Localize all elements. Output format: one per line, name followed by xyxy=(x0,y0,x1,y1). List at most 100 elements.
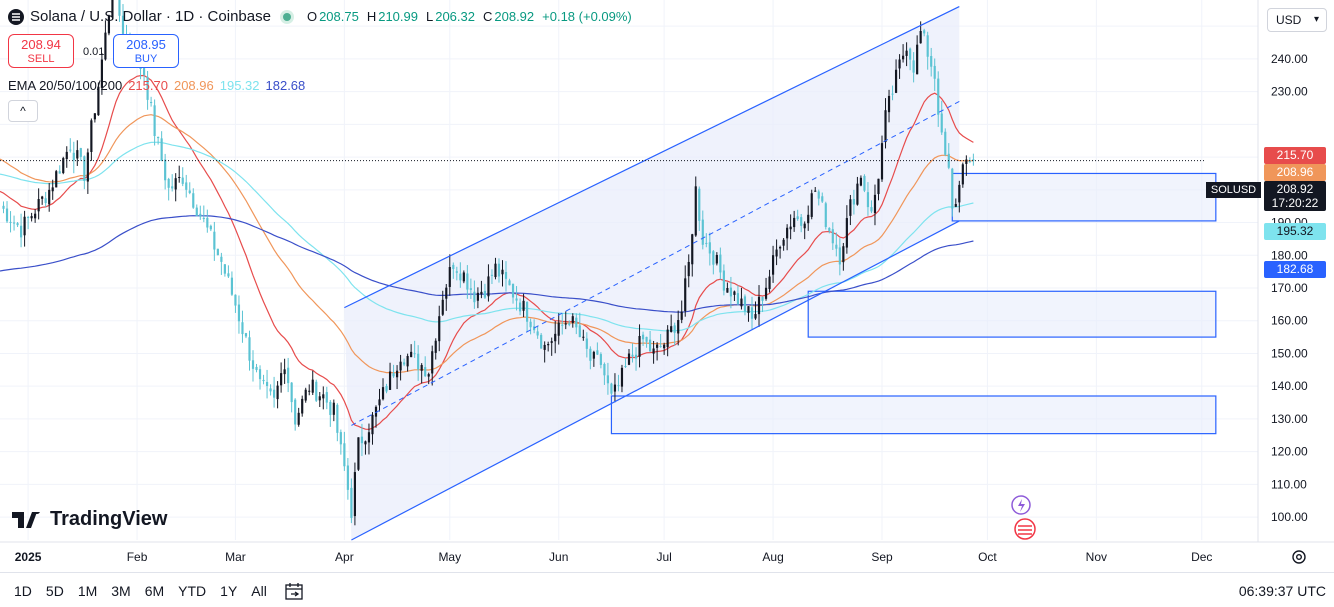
candle-body xyxy=(940,113,943,133)
candle-body xyxy=(761,296,764,301)
candle-body xyxy=(280,373,283,386)
ema-legend[interactable]: EMA 20/50/100/200 215.70 208.96 195.32 1… xyxy=(8,78,305,93)
candle-body xyxy=(919,30,922,44)
candle-body xyxy=(641,334,645,340)
symbol-title[interactable]: Solana / U.S. Dollar · 1D · Coinbase xyxy=(30,8,271,25)
chevron-up-icon: ^ xyxy=(20,104,26,118)
candle-body xyxy=(209,225,212,230)
channel-lines xyxy=(344,6,960,541)
candle-body xyxy=(294,399,297,425)
candle-body xyxy=(142,68,146,75)
candle-body xyxy=(445,287,448,299)
calendar-goto-icon[interactable] xyxy=(284,581,304,601)
y-tick-label: 230.00 xyxy=(1271,85,1308,99)
candle-body xyxy=(575,317,578,328)
candle-body xyxy=(121,15,125,34)
utc-clock[interactable]: 06:39:37 UTC xyxy=(1238,583,1326,599)
candle-body xyxy=(757,296,761,315)
candle-body xyxy=(318,396,321,401)
candle-body xyxy=(9,221,12,223)
candle-body xyxy=(164,159,167,181)
x-tick-label: Feb xyxy=(127,550,148,564)
candle-body xyxy=(884,110,887,143)
candle-body xyxy=(673,325,676,333)
candle-body xyxy=(965,159,968,164)
candle-body xyxy=(107,15,111,34)
last-price-value: 208.92 xyxy=(1276,182,1314,196)
candle-body xyxy=(255,366,258,371)
candle-body xyxy=(171,186,174,189)
range-button-ytd[interactable]: YTD xyxy=(178,583,207,599)
symbol-price-tag: SOLUSD xyxy=(1206,182,1261,198)
candle-body xyxy=(199,213,202,217)
y-tick-label: 110.00 xyxy=(1271,477,1307,491)
currency-select[interactable]: USD ▾ xyxy=(1267,8,1327,32)
x-tick-label: Oct xyxy=(978,550,997,564)
range-button-3m[interactable]: 3M xyxy=(111,583,131,599)
candle-body xyxy=(403,362,406,365)
y-tick-label: 140.00 xyxy=(1271,379,1308,393)
candle-body xyxy=(118,0,121,16)
candle-body xyxy=(733,291,736,295)
candle-body xyxy=(5,208,9,222)
candle-body xyxy=(269,388,272,392)
candle-body xyxy=(392,372,395,377)
market-status-icon xyxy=(282,12,291,21)
x-tick-label: Mar xyxy=(225,550,246,564)
candle-body xyxy=(448,267,451,287)
low-value: 206.32 xyxy=(435,9,475,24)
candle-body xyxy=(933,65,936,79)
candle-body xyxy=(835,244,838,249)
candle-body xyxy=(694,186,697,236)
candle-body xyxy=(262,379,265,382)
x-tick-label: Dec xyxy=(1191,550,1212,564)
range-button-all[interactable]: All xyxy=(251,583,267,599)
candle-body xyxy=(438,316,441,342)
range-button-5d[interactable]: 5D xyxy=(45,583,64,599)
change-value: +0.18 (+0.09%) xyxy=(542,9,632,24)
candles xyxy=(2,0,975,526)
candle-body xyxy=(311,379,314,393)
candle-body xyxy=(891,93,894,95)
candle-body xyxy=(12,222,16,224)
sell-button[interactable]: 208.94 SELL xyxy=(8,34,74,68)
tradingview-logo[interactable]: TradingView xyxy=(12,508,167,531)
support-zone xyxy=(807,290,1217,338)
candle-body xyxy=(807,214,810,224)
candle-body xyxy=(831,229,834,244)
candle-body xyxy=(157,136,160,139)
y-tick-label: 100.00 xyxy=(1271,510,1308,524)
gear-icon[interactable] xyxy=(1290,548,1308,566)
candle-body xyxy=(859,177,863,186)
x-tick-label: Apr xyxy=(335,550,354,564)
candle-body xyxy=(213,231,216,250)
l-label: L xyxy=(425,9,434,24)
candle-body xyxy=(923,30,926,34)
candle-body xyxy=(473,291,476,303)
candle-body xyxy=(789,226,792,230)
ema100-price-tag: 195.32 xyxy=(1264,223,1326,240)
candle-body xyxy=(705,242,708,244)
candle-body xyxy=(343,443,346,467)
candle-body xyxy=(301,398,304,414)
range-button-1m[interactable]: 1M xyxy=(77,583,98,599)
collapse-legend-button[interactable]: ^ xyxy=(8,100,38,122)
candle-body xyxy=(680,311,683,320)
range-button-1y[interactable]: 1Y xyxy=(220,583,238,599)
ema50-price-tag: 208.96 xyxy=(1264,164,1326,181)
buy-button[interactable]: 208.95 BUY xyxy=(113,34,179,68)
ema20-price-tag: 215.70 xyxy=(1264,147,1326,164)
y-tick-label: 160.00 xyxy=(1271,314,1308,328)
range-button-1d[interactable]: 1D xyxy=(14,583,32,599)
candle-body xyxy=(905,50,908,56)
candle-body xyxy=(466,273,469,290)
candle-body xyxy=(153,105,156,137)
candle-body xyxy=(571,316,574,324)
candle-body xyxy=(578,325,581,338)
candle-body xyxy=(395,370,399,378)
candle-body xyxy=(244,333,248,337)
candle-body xyxy=(715,254,718,264)
candle-body xyxy=(283,369,286,375)
range-button-6m[interactable]: 6M xyxy=(144,583,165,599)
